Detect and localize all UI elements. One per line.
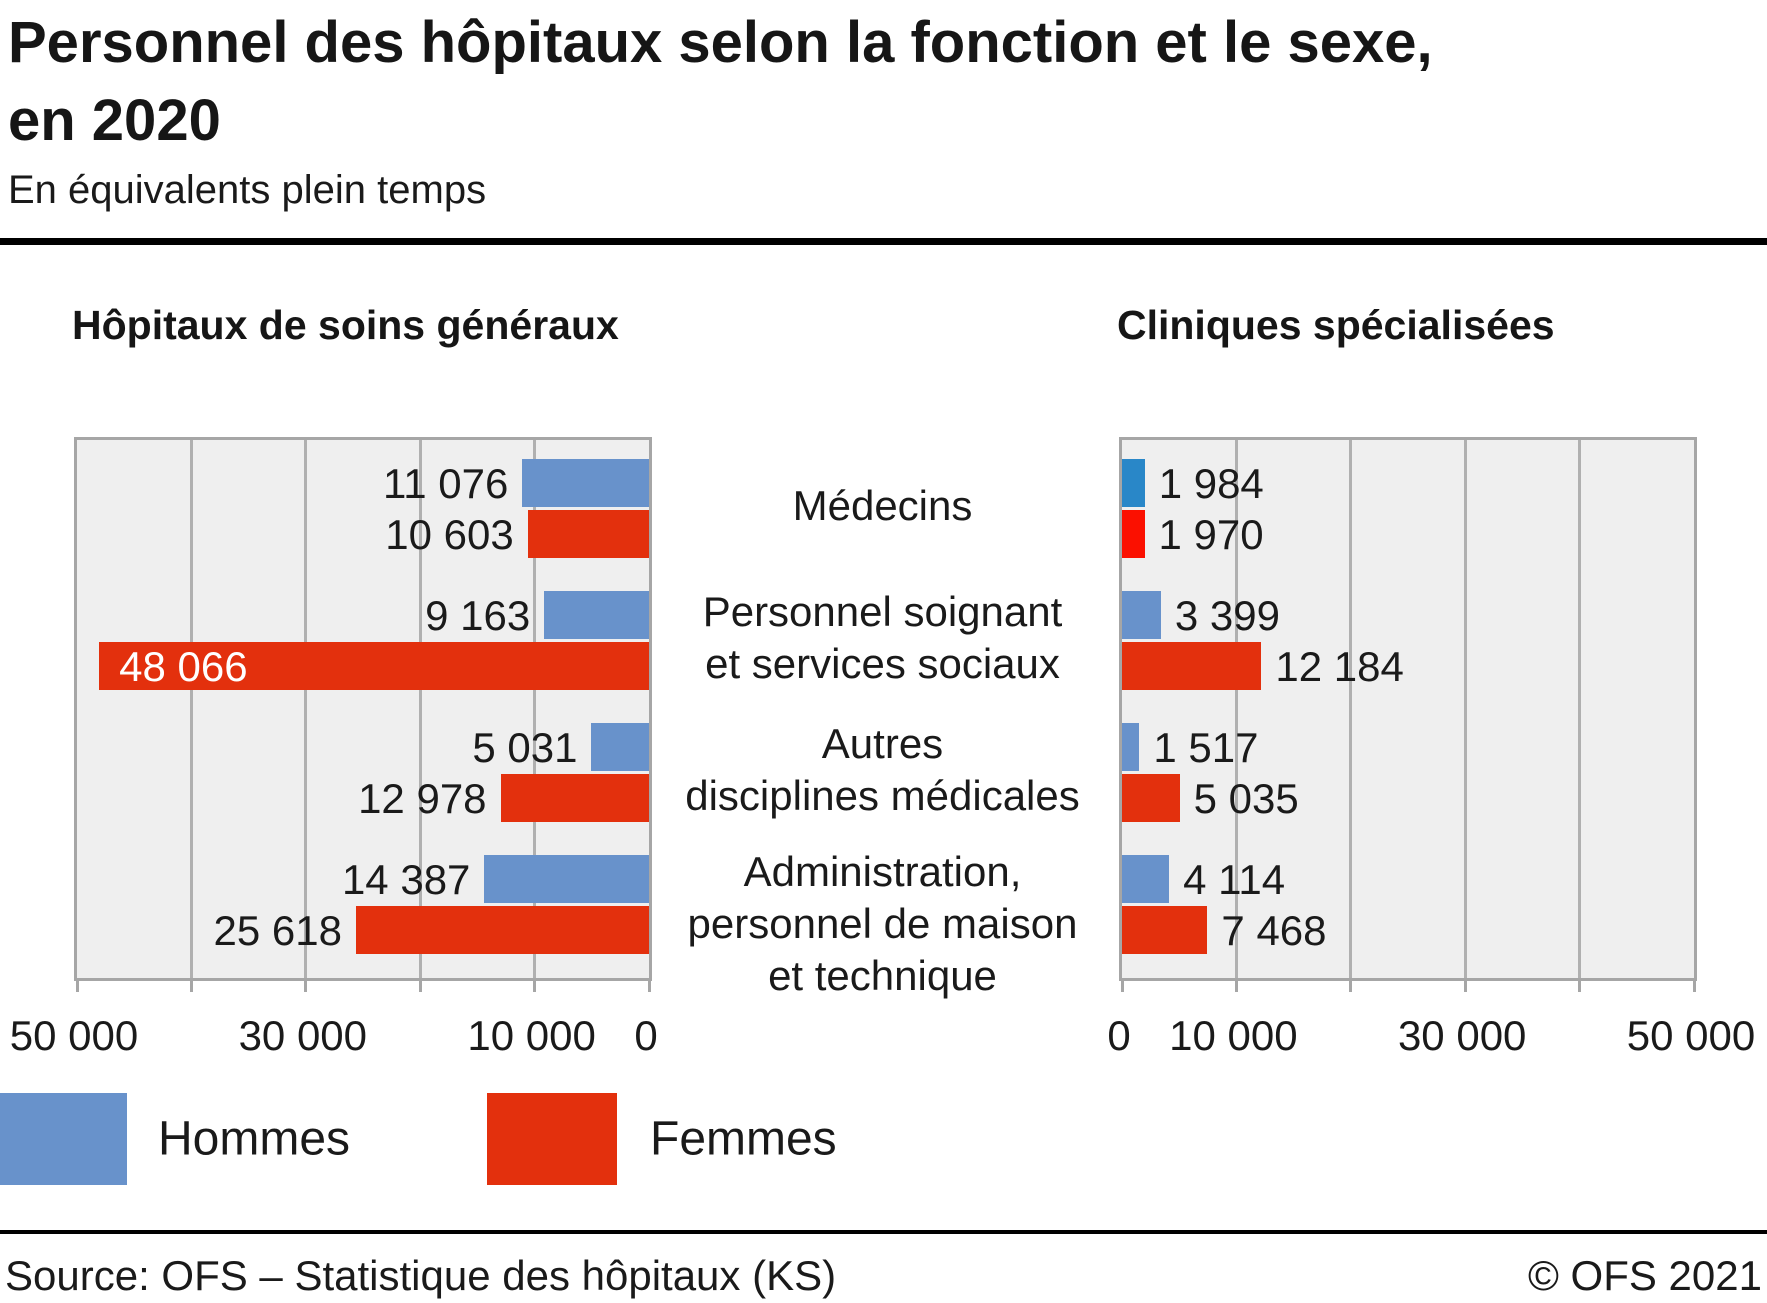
- category-label: Médecins: [792, 481, 973, 529]
- gridline: [1234, 440, 1238, 978]
- gridline: [304, 440, 308, 978]
- bar-femmes: [527, 510, 649, 558]
- bar-value-label: 5 031: [472, 724, 578, 771]
- axis-tick: [1578, 978, 1582, 992]
- axis-tick: [647, 978, 651, 992]
- top-divider: [0, 238, 1767, 245]
- bar-hommes: [1122, 459, 1145, 507]
- category-label: Administration, personnel de maison et t…: [687, 847, 1078, 999]
- legend-label-femmes: Femmes: [650, 1112, 837, 1166]
- bar-hommes: [522, 459, 649, 507]
- axis-tick: [1349, 978, 1353, 992]
- axis-tick-label: 10 000: [467, 1012, 596, 1059]
- bar-value-label: 1 970: [1158, 511, 1264, 558]
- bar-value-label: 25 618: [213, 907, 342, 954]
- bar-femmes: [99, 642, 649, 690]
- bar-femmes: [1122, 906, 1208, 954]
- axis-tick: [533, 978, 537, 992]
- category-label: Personnel soignant et services sociaux: [702, 587, 1063, 687]
- axis-tick: [1234, 978, 1238, 992]
- axis-tick-label: 10 000: [1169, 1012, 1298, 1059]
- bar-value-label: 12 184: [1275, 643, 1404, 690]
- axis-tick: [1692, 978, 1696, 992]
- category-label: Autres disciplines médicales: [685, 719, 1080, 819]
- legend: Hommes Femmes: [0, 1093, 1767, 1185]
- panel-title-general-hospitals: Hôpitaux de soins généraux: [72, 302, 619, 348]
- axis-tick: [189, 978, 193, 992]
- bar-value-label: 48 066: [119, 643, 248, 690]
- bar-value-label: 7 468: [1221, 907, 1327, 954]
- gridline: [1463, 440, 1467, 978]
- axis-tick: [1463, 978, 1467, 992]
- bar-value-label: 4 114: [1183, 856, 1286, 903]
- bar-hommes: [544, 591, 649, 639]
- bar-value-label: 1 517: [1153, 724, 1259, 771]
- bar-value-label: 11 076: [382, 460, 509, 507]
- plot-area-general-hospitals: 11 076 9 163 5 031 14 387 10 603 48 066 12 978…: [74, 437, 652, 992]
- bar-femmes: [1122, 774, 1180, 822]
- bar-value-label: 12 978: [358, 775, 487, 822]
- legend-swatch-hommes: [0, 1093, 127, 1185]
- bar-value-label: 3 399: [1174, 592, 1280, 639]
- bar-value-label: 14 387: [341, 856, 471, 903]
- gridline: [1578, 440, 1582, 978]
- copyright-text: © OFS 2021: [1527, 1252, 1762, 1299]
- bar-hommes: [484, 855, 649, 903]
- bottom-divider: [0, 1230, 1767, 1234]
- bar-hommes: [591, 723, 649, 771]
- bar-value-label: 10 603: [385, 511, 514, 558]
- bar-value-label: 9 163: [425, 592, 531, 639]
- plot-area-specialized-clinics: 1 984 3 399 1 517 4 114 1 970 12 184 5 035 7 46…: [1119, 437, 1697, 992]
- bar-femmes: [1122, 642, 1262, 690]
- axis-tick: [1120, 978, 1124, 992]
- legend-swatch-femmes: [487, 1093, 617, 1185]
- axis-tick-label: 0: [1107, 1012, 1131, 1059]
- chart-subtitle: En équivalents plein temps: [8, 168, 487, 212]
- axis-tick: [75, 978, 79, 992]
- panel-title-specialized-clinics: Cliniques spécialisées: [1117, 302, 1555, 348]
- axis-tick-label: 0: [634, 1012, 658, 1059]
- axis-tick-label: 30 000: [238, 1012, 368, 1059]
- bar-hommes: [1122, 591, 1161, 639]
- gridline: [1349, 440, 1353, 978]
- axis-tick-label: 50 000: [9, 1012, 139, 1059]
- bar-value-label: 5 035: [1193, 775, 1299, 822]
- bar-femmes: [1122, 510, 1145, 558]
- bar-value-label: 1 984: [1158, 460, 1264, 507]
- legend-label-hommes: Hommes: [158, 1112, 351, 1166]
- bar-hommes: [1122, 855, 1170, 903]
- bar-femmes: [355, 906, 649, 954]
- axis-tick: [418, 978, 422, 992]
- bar-femmes: [500, 774, 649, 822]
- gridline: [418, 440, 422, 978]
- bar-hommes: [1122, 723, 1140, 771]
- gridline: [189, 440, 193, 978]
- gridline: [533, 440, 537, 978]
- axis-tick: [304, 978, 308, 992]
- axis-tick-label: 30 000: [1397, 1012, 1527, 1059]
- chart-title: Personnel des hôpitaux selon la fonction…: [8, 10, 1433, 153]
- source-text: Source: OFS – Statistique des hôpitaux (…: [5, 1252, 837, 1299]
- axis-tick-label: 50 000: [1626, 1012, 1756, 1059]
